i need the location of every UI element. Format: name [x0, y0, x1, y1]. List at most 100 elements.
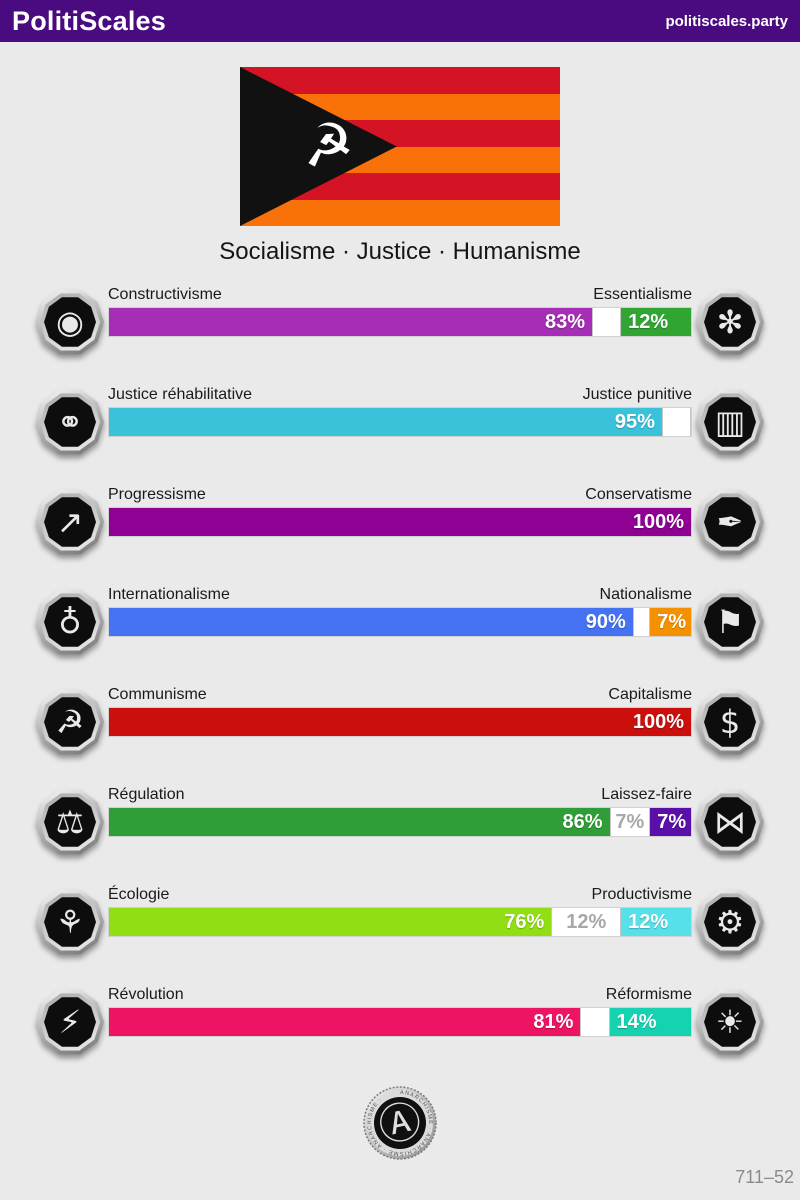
- flag-stripe: [240, 67, 560, 94]
- sprouting-plant-icon: ⚘: [36, 888, 104, 956]
- waving-flag-glyph: ⚑: [715, 603, 745, 641]
- fountain-pen-glyph: ✒: [716, 503, 744, 541]
- axis-labels: Communisme Capitalisme: [108, 686, 692, 706]
- essentialism-glyph: ✻: [716, 303, 744, 341]
- bar-segment-left: 83%: [109, 308, 593, 336]
- axis-row: ⚭ Justice réhabilitative Justice punitive 9…: [0, 386, 800, 486]
- axis-labels: Justice réhabilitative Justice punitive: [108, 386, 692, 406]
- bar-segment-neutral: [592, 308, 622, 336]
- axis-left-label: Internationalisme: [108, 586, 230, 603]
- axis-left-label: Communisme: [108, 686, 207, 703]
- axis-right-label: Essentialisme: [593, 286, 692, 303]
- bar-segment-neutral: [661, 408, 691, 436]
- handshake-glyph: ⚭: [56, 403, 84, 441]
- axis-labels: Écologie Productivisme: [108, 886, 692, 906]
- butterfly-icon: ⋈: [696, 788, 764, 856]
- percent-value: 7%: [615, 810, 645, 833]
- axis-right-label: Laissez-faire: [601, 786, 692, 803]
- money-bag-icon: $: [696, 688, 764, 756]
- waving-flag-icon: ⚑: [696, 588, 764, 656]
- bar-segment-left: 86%: [109, 808, 610, 836]
- axis-bar: 100%: [108, 707, 692, 737]
- percent-value: 12%: [566, 910, 607, 933]
- bar-segment-left: 95%: [109, 408, 662, 436]
- hammer-sickle-icon: ☭: [298, 110, 358, 181]
- percent-value: 81%: [533, 1010, 574, 1033]
- progress-wave-icon: ↗: [36, 488, 104, 556]
- constructivism-icon: ◉: [36, 288, 104, 356]
- ruler-square-icon: ⚖: [36, 788, 104, 856]
- flag-stripe: [240, 199, 560, 226]
- site-link[interactable]: politiscales.party: [665, 12, 788, 30]
- axis-right-label: Capitalisme: [608, 686, 692, 703]
- raised-fist-icon: ⚡: [36, 988, 104, 1056]
- axis-right-label: Productivisme: [591, 886, 692, 903]
- axis-left-label: Révolution: [108, 986, 184, 1003]
- axis-row: ⚘ Écologie Productivisme 76% 12% 12% ⚙: [0, 886, 800, 986]
- bar-segment-neutral: [580, 1008, 610, 1036]
- axis-left-label: Régulation: [108, 786, 185, 803]
- axis-left-label: Justice réhabilitative: [108, 386, 253, 403]
- axis-labels: Internationalisme Nationalisme: [108, 586, 692, 606]
- axis-right-label: Conservatisme: [585, 486, 692, 503]
- bar-segment-right: 12%: [621, 308, 691, 336]
- butterfly-glyph: ⋈: [714, 803, 746, 841]
- axis-row: ⚡ Révolution Réformisme 81% 14% ☀: [0, 986, 800, 1086]
- money-bag-glyph: $: [719, 703, 741, 741]
- axis-row: ⚖ Régulation Laissez-faire 86% 7% 7% ⋈: [0, 786, 800, 886]
- anarchism-seal-icon: ANARCHISME · ANARCHISME · ANARCHISME · Ⓐ: [363, 1086, 437, 1160]
- percent-value: 7%: [657, 610, 687, 633]
- axes-list: ◉ Constructivisme Essentialisme 83% 12% ✻ ⚭ Jus…: [0, 286, 800, 1086]
- axis-bar: 90% 7%: [108, 607, 692, 637]
- percent-value: 76%: [504, 910, 545, 933]
- percent-value: 100%: [632, 510, 684, 533]
- bar-segment-left: 100%: [109, 708, 691, 736]
- anarchy-a-glyph: Ⓐ: [375, 1096, 426, 1151]
- axis-left-label: Écologie: [108, 886, 170, 903]
- bar-segment-left: 76%: [109, 908, 552, 936]
- header: PolitiScales politiscales.party: [0, 0, 800, 42]
- bar-segment-left: 81%: [109, 1008, 581, 1036]
- percent-value: 90%: [585, 610, 626, 633]
- axis-left-label: Progressisme: [108, 486, 206, 503]
- result-flag: ☭: [240, 67, 560, 226]
- axis-bar: 100%: [108, 507, 692, 537]
- gears-icon: ⚙: [696, 888, 764, 956]
- axis-labels: Révolution Réformisme: [108, 986, 692, 1006]
- landscape-glyph: ☀: [715, 1003, 745, 1041]
- bar-segment-right: 7%: [650, 608, 691, 636]
- result-subtitle: Socialisme · Justice · Humanisme: [219, 238, 581, 265]
- axis-right-label: Nationalisme: [599, 586, 692, 603]
- landscape-icon: ☀: [696, 988, 764, 1056]
- axis-row: ☭ Communisme Capitalisme 100% $: [0, 686, 800, 786]
- axis-bar: 95%: [108, 407, 692, 437]
- axis-labels: Progressisme Conservatisme: [108, 486, 692, 506]
- app-title[interactable]: PolitiScales: [12, 5, 166, 36]
- axis-right-label: Justice punitive: [582, 386, 692, 403]
- prison-bars-icon: ▥: [696, 388, 764, 456]
- hammer-sickle-icon: ☭: [36, 688, 104, 756]
- percent-value: 14%: [616, 1010, 657, 1033]
- axis-labels: Régulation Laissez-faire: [108, 786, 692, 806]
- handshake-icon: ⚭: [36, 388, 104, 456]
- prison-bars-glyph: ▥: [714, 403, 746, 441]
- bar-segment-right: 12%: [621, 908, 691, 936]
- bar-segment-right: 14%: [609, 1008, 691, 1036]
- gears-glyph: ⚙: [715, 903, 745, 941]
- percent-value: 86%: [562, 810, 603, 833]
- axis-row: ↗ Progressisme Conservatisme 100% ✒: [0, 486, 800, 586]
- percent-value: 12%: [628, 310, 669, 333]
- essentialism-icon: ✻: [696, 288, 764, 356]
- progress-wave-glyph: ↗: [56, 503, 84, 541]
- percent-value: 7%: [657, 810, 687, 833]
- percent-value: 12%: [628, 910, 669, 933]
- result-code: 711–52: [735, 1167, 794, 1187]
- axis-bar: 81% 14%: [108, 1007, 692, 1037]
- axis-right-label: Réformisme: [605, 986, 692, 1003]
- ruler-square-glyph: ⚖: [55, 803, 85, 841]
- axis-left-label: Constructivisme: [108, 286, 222, 303]
- percent-value: 95%: [614, 410, 655, 433]
- percent-value: 100%: [632, 710, 684, 733]
- globe-laurel-icon: ♁: [36, 588, 104, 656]
- axis-labels: Constructivisme Essentialisme: [108, 286, 692, 306]
